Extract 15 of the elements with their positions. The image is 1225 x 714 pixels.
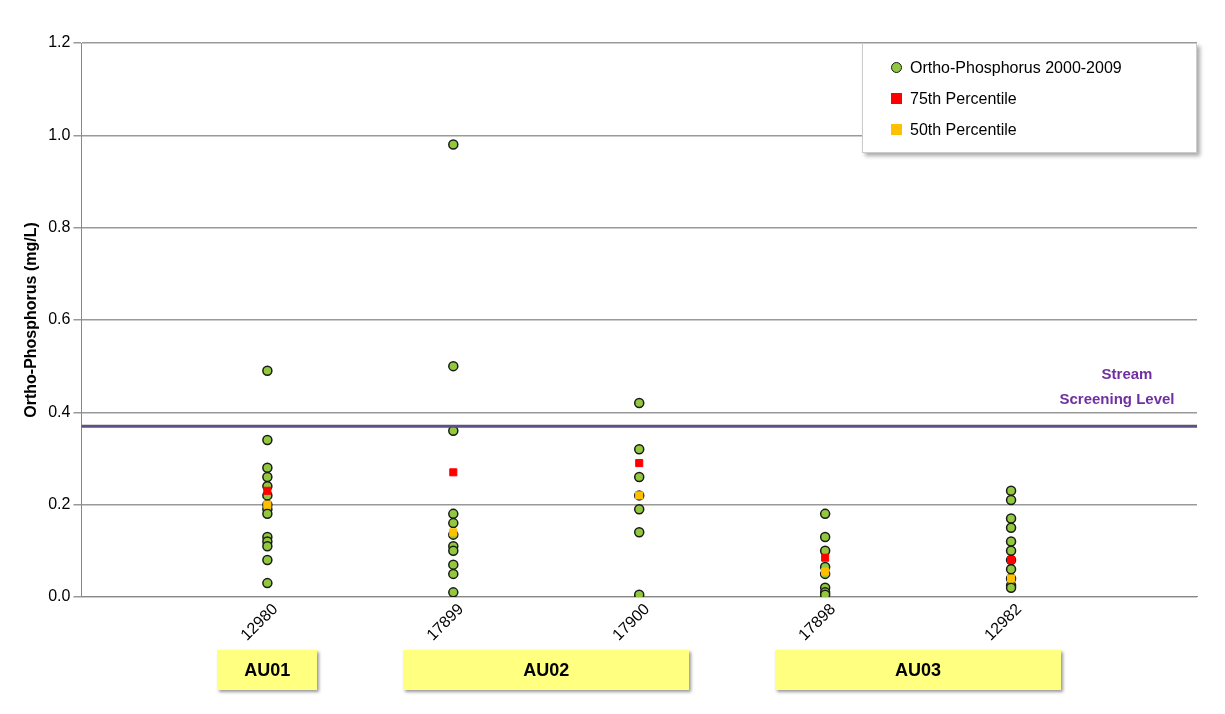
- y-axis-title: Ortho-Phosphorus (mg/L): [22, 222, 40, 418]
- text: AU01: [217, 650, 318, 690]
- y-tick-label: 0.0: [48, 587, 71, 605]
- y-tick-label: 0.8: [48, 218, 71, 236]
- legend-label: Ortho-Phosphorus 2000-2009: [910, 58, 1122, 77]
- y-tick-label: 0.4: [48, 402, 71, 420]
- text: AU03: [775, 650, 1062, 690]
- y-tick-label: 1.2: [48, 33, 71, 51]
- legend-label: 50th Percentile: [910, 120, 1017, 139]
- y-tick-label: 0.2: [48, 495, 71, 513]
- y-tick-label: 0.6: [48, 310, 71, 328]
- ref-line-label: Stream Screening Level: [1059, 365, 1175, 408]
- legend-label: 75th Percentile: [910, 89, 1017, 108]
- y-tick-label: 1.0: [48, 125, 71, 143]
- text: AU02: [403, 650, 690, 690]
